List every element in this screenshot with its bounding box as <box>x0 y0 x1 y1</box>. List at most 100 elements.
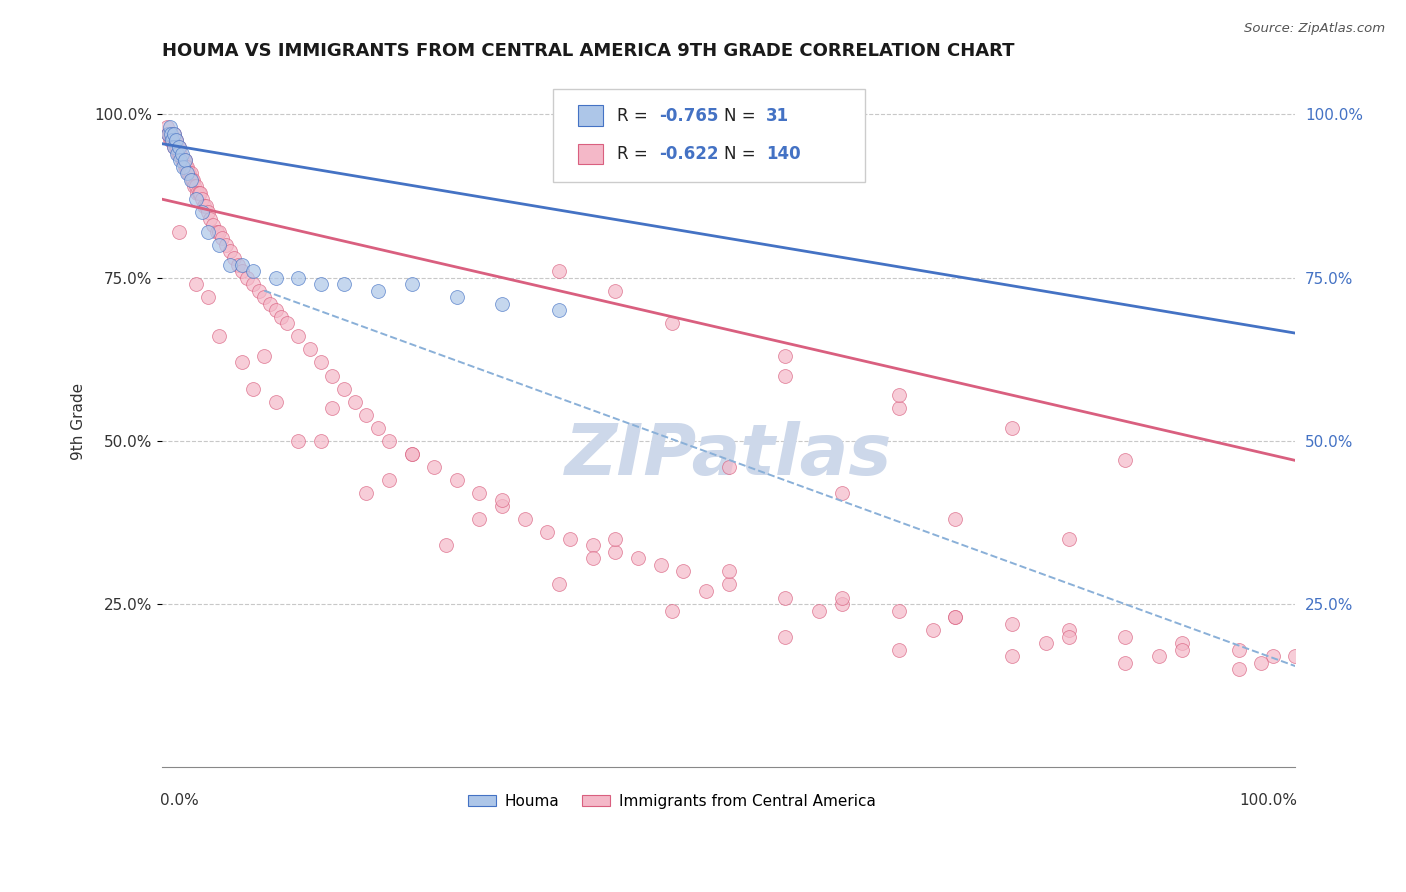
Point <box>446 290 468 304</box>
Point <box>205 225 228 239</box>
Point <box>309 355 332 369</box>
Text: 0.0%: 0.0% <box>160 793 198 808</box>
Point <box>270 310 292 324</box>
Point <box>1171 642 1194 657</box>
Point <box>1057 630 1080 644</box>
Point <box>605 284 627 298</box>
Point <box>536 525 558 540</box>
Point <box>160 134 183 148</box>
Point <box>179 166 201 180</box>
Text: R =: R = <box>617 145 652 163</box>
Point <box>491 499 513 513</box>
Point <box>354 486 377 500</box>
Point <box>831 486 853 500</box>
Point <box>775 591 797 605</box>
Point <box>401 447 423 461</box>
Point <box>165 134 187 148</box>
Text: 100.0%: 100.0% <box>1240 793 1298 808</box>
Point <box>186 179 208 194</box>
Legend: Houma, Immigrants from Central America: Houma, Immigrants from Central America <box>463 788 882 815</box>
Point <box>166 146 188 161</box>
FancyBboxPatch shape <box>578 144 603 164</box>
Point <box>943 610 966 624</box>
Point <box>236 270 259 285</box>
Text: 31: 31 <box>766 107 789 125</box>
Point <box>287 270 309 285</box>
Point <box>162 127 184 141</box>
Point <box>172 153 194 167</box>
Point <box>661 603 683 617</box>
Point <box>186 192 208 206</box>
Point <box>287 434 309 448</box>
Text: Source: ZipAtlas.com: Source: ZipAtlas.com <box>1244 22 1385 36</box>
Point <box>180 172 202 186</box>
Point <box>177 166 200 180</box>
Point <box>162 134 184 148</box>
Point <box>174 160 197 174</box>
Point <box>717 565 740 579</box>
Point <box>180 172 202 186</box>
Point <box>808 603 831 617</box>
Point <box>887 642 910 657</box>
Point <box>170 153 193 167</box>
Point <box>513 512 536 526</box>
Point <box>156 127 179 141</box>
Point <box>491 492 513 507</box>
Point <box>174 160 197 174</box>
Point <box>354 408 377 422</box>
Point <box>401 447 423 461</box>
Point <box>253 349 276 363</box>
Point <box>180 166 202 180</box>
Point <box>186 186 208 200</box>
Point <box>186 277 208 292</box>
Point <box>661 316 683 330</box>
Point <box>582 538 605 552</box>
Point <box>332 382 354 396</box>
Point <box>264 303 287 318</box>
Point <box>219 244 242 259</box>
Point <box>193 199 215 213</box>
Point <box>169 140 191 154</box>
Y-axis label: 9th Grade: 9th Grade <box>72 383 86 459</box>
Point <box>162 140 184 154</box>
Point <box>401 277 423 292</box>
Point <box>1147 649 1170 664</box>
Point <box>167 146 190 161</box>
Point <box>1261 649 1284 664</box>
Point <box>208 225 231 239</box>
Text: ZIPatlas: ZIPatlas <box>565 421 893 491</box>
Point <box>1035 636 1057 650</box>
Point <box>156 120 179 135</box>
Point <box>321 368 343 383</box>
Point <box>321 401 343 416</box>
Point <box>1114 453 1136 467</box>
Point <box>211 231 233 245</box>
Point <box>172 160 194 174</box>
Point <box>242 382 264 396</box>
Point <box>169 225 191 239</box>
Point <box>627 551 650 566</box>
Point <box>831 597 853 611</box>
Point <box>309 434 332 448</box>
Point <box>831 591 853 605</box>
Text: -0.622: -0.622 <box>659 145 718 163</box>
Point <box>1227 662 1250 676</box>
Point <box>650 558 672 572</box>
Point <box>242 277 264 292</box>
Point <box>219 258 242 272</box>
Text: 140: 140 <box>766 145 801 163</box>
Point <box>169 153 191 167</box>
Point <box>1114 656 1136 670</box>
Point <box>231 355 253 369</box>
Point <box>547 577 569 591</box>
Point <box>717 577 740 591</box>
Point <box>197 290 219 304</box>
Point <box>176 160 198 174</box>
Point <box>343 394 366 409</box>
Point <box>253 290 276 304</box>
Point <box>191 205 214 219</box>
Point <box>242 264 264 278</box>
Point <box>222 251 245 265</box>
Point <box>198 211 221 226</box>
Point <box>775 368 797 383</box>
